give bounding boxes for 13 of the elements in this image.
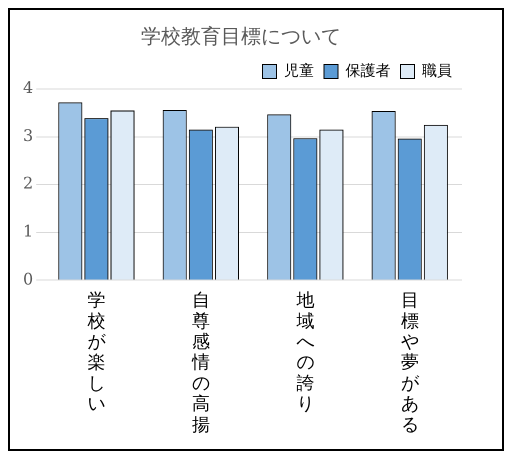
y-tick-label: 2 [22, 174, 34, 193]
chart-title: 学校教育目標について [141, 24, 341, 48]
y-tick-label: 4 [22, 78, 34, 98]
y-tick-label: 0 [22, 269, 34, 288]
legend-label: 児童 [284, 61, 314, 80]
y-tick-label: 1 [22, 221, 34, 240]
x-tick-label: 自尊感情の高揚 [190, 290, 210, 436]
x-tick-label: 学校が楽しい [86, 290, 106, 415]
x-tick-label: 目標や夢がある [400, 290, 420, 436]
x-tick-label: 地域への誇り [295, 290, 314, 415]
legend-label: 保護者 [346, 61, 390, 80]
legend-label: 職員 [422, 61, 452, 80]
y-tick-label: 3 [22, 126, 34, 145]
